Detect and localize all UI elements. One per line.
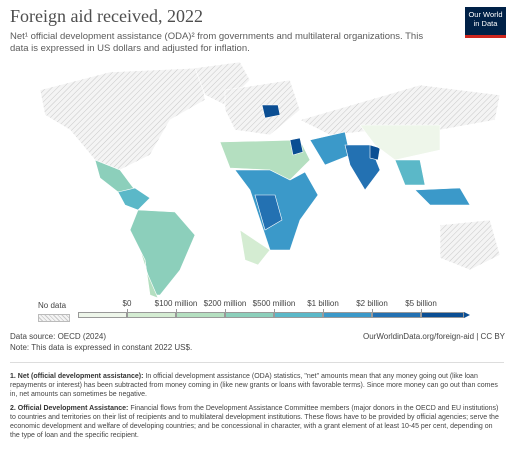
legend-tick xyxy=(421,309,422,318)
title: Foreign aid received, 2022 xyxy=(10,6,203,26)
legend-label: $100 million xyxy=(154,299,198,308)
footnote: 1. Net (official development assistance)… xyxy=(10,372,504,399)
legend-label: $5 billion xyxy=(405,299,437,308)
legend-tick xyxy=(127,309,128,318)
legend-no-data-label: No data xyxy=(38,301,67,310)
footnote-text: Financial flows from the Development Ass… xyxy=(10,405,499,439)
legend-swatch xyxy=(421,312,464,318)
legend-swatch xyxy=(323,312,372,318)
legend-label: $200 million xyxy=(203,299,247,308)
source: Data source: OECD (2024) xyxy=(10,332,107,341)
legend-tick xyxy=(176,309,177,318)
footnote-text: In official development assistance (ODA)… xyxy=(10,373,498,398)
legend-tick xyxy=(323,309,324,318)
footnote: 2. Official Development Assistance: Fina… xyxy=(10,404,504,440)
note: Note: This data is expressed in constant… xyxy=(10,343,193,352)
legend-swatch xyxy=(127,312,176,318)
world-map xyxy=(39,61,501,299)
legend-label: $0 xyxy=(122,299,132,308)
logo[interactable]: Our World in Data xyxy=(465,7,506,38)
legend-tick xyxy=(274,309,275,318)
subtitle: Net¹ official development assistance (OD… xyxy=(10,31,424,54)
legend-swatch xyxy=(225,312,274,318)
legend-tick xyxy=(372,309,373,318)
legend-swatch xyxy=(78,312,127,318)
legend-label: $1 billion xyxy=(307,299,339,308)
divider xyxy=(10,362,504,363)
legend-arrow xyxy=(464,312,470,318)
url[interactable]: OurWorldinData.org/foreign-aid | CC BY xyxy=(363,332,505,341)
legend-tick xyxy=(225,309,226,318)
countries xyxy=(39,61,501,299)
legend-swatch xyxy=(372,312,421,318)
legend-label: $2 billion xyxy=(356,299,388,308)
legend: No data $0 $100 million $200 million $500 m… xyxy=(0,298,513,323)
legend-swatch xyxy=(176,312,225,318)
footnote-label: 2. Official Development Assistance: xyxy=(10,405,129,412)
legend-no-data-swatch xyxy=(38,314,70,322)
legend-label: $500 million xyxy=(252,299,296,308)
footnote-label: 1. Net (official development assistance)… xyxy=(10,373,144,380)
legend-swatch xyxy=(274,312,323,318)
